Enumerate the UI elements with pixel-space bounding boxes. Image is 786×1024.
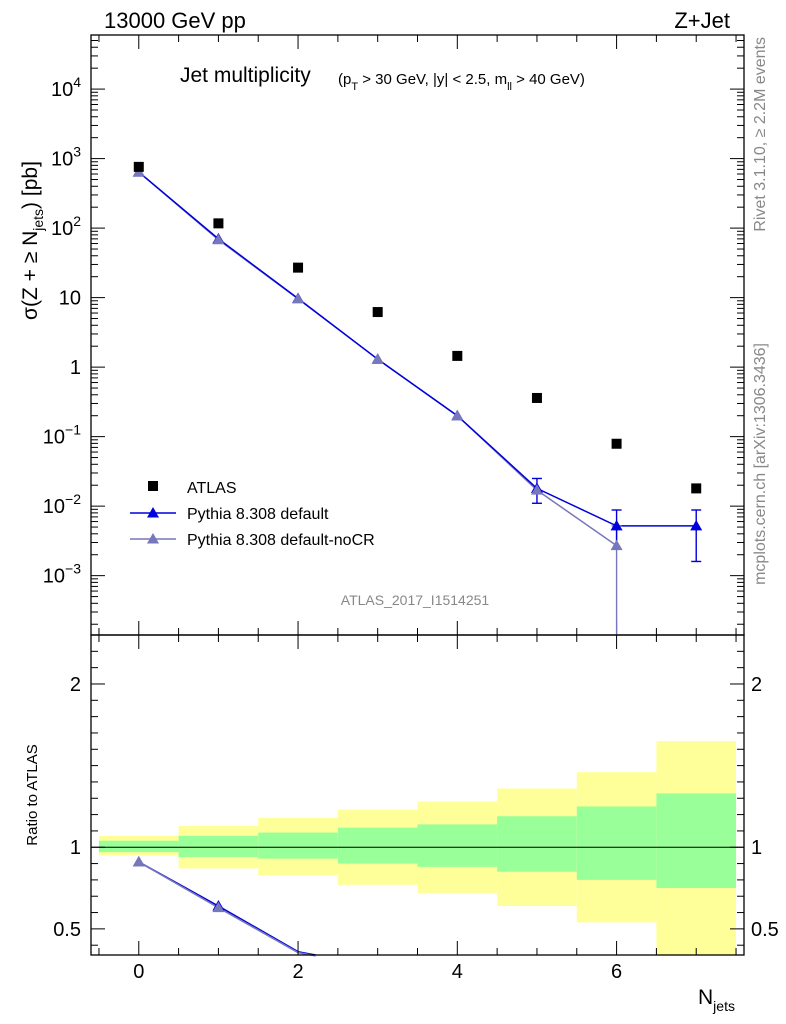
x-tick-label: 4 bbox=[452, 961, 463, 983]
ratio-series bbox=[132, 855, 316, 957]
ratio-inner-band bbox=[178, 835, 259, 858]
analysis-watermark: ATLAS_2017_I1514251 bbox=[341, 592, 490, 608]
noCR-point bbox=[610, 539, 623, 551]
main-plot-ticks bbox=[91, 34, 744, 635]
legend-pythia-marker bbox=[147, 507, 159, 518]
noCR-point bbox=[212, 233, 225, 245]
atlas-point bbox=[372, 307, 383, 318]
legend-atlas-label: ATLAS bbox=[187, 480, 237, 497]
ratio-y-tick-label-right: 1 bbox=[751, 837, 762, 859]
ratio-noCR-line bbox=[138, 861, 316, 957]
y-tick-label: 1 bbox=[70, 357, 81, 379]
legend: ATLAS Pythia 8.308 default Pythia 8.308 de… bbox=[130, 480, 375, 549]
ratio-ticks bbox=[91, 635, 744, 955]
x-axis-label: Njets bbox=[698, 986, 735, 1014]
y-tick-label: 104 bbox=[51, 74, 81, 101]
noCR-point bbox=[451, 409, 464, 421]
ratio-pythia-line bbox=[138, 861, 316, 956]
ratio-inner-band bbox=[417, 824, 498, 867]
mcplots-info: mcplots.cern.ch [arXiv:1306.3436] bbox=[752, 343, 769, 585]
ratio-inner-band bbox=[497, 816, 577, 872]
ratio-y-tick-label-right: 0.5 bbox=[751, 919, 779, 941]
plot-title-main: Jet multiplicity bbox=[180, 64, 311, 87]
legend-noCR-marker bbox=[147, 533, 159, 544]
ratio-bands bbox=[98, 741, 737, 955]
pythia-point bbox=[690, 519, 703, 531]
noCR-point bbox=[371, 353, 384, 364]
header-right: Z+Jet bbox=[674, 8, 730, 33]
pythia-point bbox=[610, 519, 623, 531]
ratio-inner-band bbox=[576, 806, 657, 880]
x-tick-label: 0 bbox=[133, 961, 144, 983]
y-tick-label: 102 bbox=[51, 213, 81, 240]
y-tick-label: 10−1 bbox=[43, 422, 81, 449]
ratio-y-tick-label: 1 bbox=[70, 837, 81, 859]
atlas-point bbox=[133, 161, 144, 172]
noCR-point bbox=[530, 484, 543, 495]
main-plot-series bbox=[132, 161, 703, 635]
y-axis-label: σ(Z + ≥ Njets) [pb] bbox=[19, 161, 46, 320]
x-tick-label: 6 bbox=[611, 961, 622, 983]
atlas-point bbox=[611, 438, 622, 449]
ratio-y-tick-label: 2 bbox=[70, 674, 81, 696]
ratio-inner-band bbox=[258, 832, 338, 859]
legend-noCR-label: Pythia 8.308 default-noCR bbox=[187, 532, 375, 549]
atlas-point bbox=[691, 483, 702, 494]
ratio-noCR-point bbox=[212, 901, 225, 913]
legend-atlas-marker bbox=[148, 481, 158, 491]
atlas-point bbox=[452, 350, 463, 361]
ratio-inner-band bbox=[98, 840, 179, 853]
y-tick-label: 103 bbox=[51, 144, 81, 171]
atlas-point bbox=[531, 392, 542, 403]
rivet-info: Rivet 3.1.10, ≥ 2.2M events bbox=[752, 37, 769, 232]
atlas-point bbox=[213, 218, 224, 229]
ratio-y-axis-label: Ratio to ATLAS bbox=[24, 744, 41, 845]
noCR-point bbox=[292, 292, 305, 304]
ratio-tick-labels: 0.5 0.5 1 1 2 2 0 2 4 6 bbox=[53, 674, 779, 983]
atlas-point bbox=[293, 262, 304, 273]
x-tick-label: 2 bbox=[292, 961, 303, 983]
plot-title: Jet multiplicity bbox=[180, 64, 311, 87]
y-tick-label: 10−3 bbox=[43, 561, 81, 588]
y-tick-label: 10 bbox=[59, 288, 81, 310]
ratio-plot: 0.5 0.5 1 1 2 2 0 2 4 6 Ratio to ATLAS Njets bbox=[24, 634, 779, 1014]
ratio-noCR-point bbox=[132, 855, 145, 867]
ratio-y-tick-label: 0.5 bbox=[53, 919, 81, 941]
y-tick-label: 10−2 bbox=[43, 491, 81, 518]
pythia-line bbox=[138, 171, 697, 527]
legend-pythia-label: Pythia 8.308 default bbox=[187, 506, 329, 523]
ratio-inner-band bbox=[337, 827, 418, 864]
ratio-inner-band bbox=[656, 793, 737, 889]
plot-title-cuts: (pT > 30 GeV, |y| < 2.5, mll > 40 GeV) bbox=[338, 71, 585, 93]
ratio-y-tick-label-right: 2 bbox=[751, 674, 762, 696]
header-left: 13000 GeV pp bbox=[104, 8, 246, 33]
